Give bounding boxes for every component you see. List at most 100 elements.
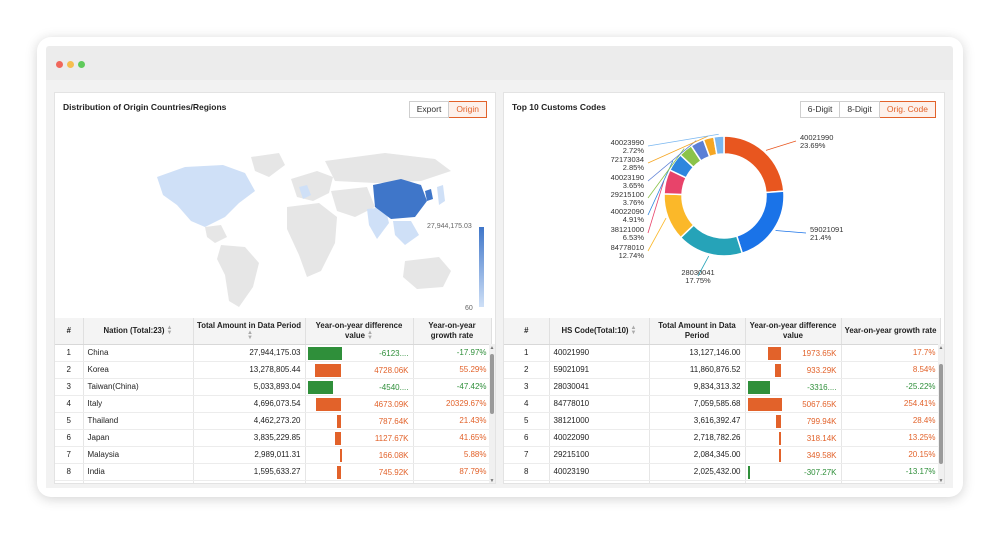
nation-cell: Thailand — [83, 412, 194, 430]
table-row[interactable]: 6 Japan 3,835,229.85 1127.67K 41.65% — [55, 429, 492, 447]
scroll-down-icon[interactable]: ▼ — [938, 478, 944, 484]
map-middle-east[interactable] — [331, 187, 375, 217]
col-total-amount[interactable]: Total Amount in Data Period — [649, 318, 746, 345]
yoy-growth-cell: 28.4% — [841, 412, 941, 430]
yoy-growth-cell: 17.7% — [841, 344, 941, 362]
legend-max-label: 27,944,175.03 — [427, 223, 472, 230]
row-index: 6 — [504, 429, 550, 447]
difference-bar — [337, 465, 342, 479]
donut-slice-40021990[interactable] — [723, 135, 785, 194]
hs-code-cell: 38121000 — [549, 412, 650, 430]
map-india[interactable] — [367, 207, 389, 239]
minimize-dot[interactable] — [67, 61, 74, 68]
difference-bar — [315, 363, 342, 377]
difference-value: 745.92K — [378, 467, 409, 477]
table-row[interactable]: 9United States1,420,127.59-435.13K-23.45… — [55, 480, 492, 483]
scrollbar-thumb[interactable] — [939, 364, 943, 464]
table-row[interactable]: 2 59021091 11,860,876.52 933.29K 8.54% — [504, 361, 941, 379]
scroll-down-icon[interactable]: ▼ — [489, 478, 495, 484]
table-row[interactable]: 8 India 1,595,633.27 745.92K 87.79% — [55, 463, 492, 481]
export-button[interactable]: Export — [408, 101, 450, 118]
col-nation[interactable]: Nation (Total:23) ▲ ▼ — [83, 318, 194, 345]
yoy-difference-cell: 799.94K — [745, 412, 842, 430]
nation-cell: Malaysia — [83, 446, 194, 464]
row-index: 4 — [504, 395, 550, 413]
origin-button-group: Export Origin — [408, 101, 487, 118]
legend-gradient-bar[interactable] — [479, 227, 484, 307]
yoy-difference-cell: -307.27K — [745, 463, 842, 481]
map-australia[interactable] — [403, 257, 451, 289]
map-southeast-asia[interactable] — [393, 221, 419, 245]
donut-slice-59021091[interactable] — [735, 190, 785, 255]
total-amount-cell: 4,696,073.54 — [193, 395, 306, 413]
col-yoy-difference[interactable]: Year-on-year difference value ▲ ▼ — [305, 318, 414, 345]
map-europe[interactable] — [291, 171, 333, 201]
map-central-america[interactable] — [205, 225, 227, 243]
difference-value: -3316.... — [807, 382, 837, 392]
map-japan[interactable] — [437, 185, 445, 205]
yoy-difference-cell: 318.14K — [745, 429, 842, 447]
total-amount-cell: 27,944,175.03 — [193, 344, 306, 362]
table-row[interactable]: 3 28030041 9,834,313.32 -3316.... -25.22% — [504, 378, 941, 396]
maximize-dot[interactable] — [78, 61, 85, 68]
sort-icon[interactable]: ▲ ▼ — [247, 329, 253, 341]
donut-slice-40023990[interactable] — [712, 135, 725, 156]
scrollbar-thumb[interactable] — [490, 354, 494, 414]
table-row[interactable]: 1 40021990 13,127,146.00 1973.65K 17.7% — [504, 344, 941, 362]
difference-bar — [307, 482, 310, 483]
customs-table-scrollbar[interactable]: ▲ ▼ — [938, 344, 944, 484]
yoy-difference-cell: 4673.09K — [305, 395, 414, 413]
label-leader-line — [765, 140, 797, 151]
map-north-america[interactable] — [157, 165, 255, 227]
col-total-amount[interactable]: Total Amount in Data Period▲ ▼ — [193, 318, 306, 345]
difference-value: 4673.09K — [374, 399, 409, 409]
origin-table-body: 1 China 27,944,175.03 -6123.... -17.97% 2 Kore… — [55, 344, 492, 483]
table-row[interactable]: 5 Thailand 4,462,273.20 787.64K 21.43% — [55, 412, 492, 430]
hs-code-cell: 29215100 — [549, 446, 650, 464]
scroll-up-icon[interactable]: ▲ — [938, 345, 944, 351]
table-row[interactable]: 3 Taiwan(China) 5,033,893.04 -4540.... -47.4… — [55, 378, 492, 396]
yoy-growth-cell: -13.17% — [841, 463, 941, 481]
table-row[interactable]: 4 84778010 7,059,585.68 5067.65K 254.41% — [504, 395, 941, 413]
sort-icon[interactable]: ▲ ▼ — [166, 324, 173, 336]
col-yoy-growth[interactable]: Year-on-year growth rate — [841, 318, 941, 345]
origin-button[interactable]: Origin — [449, 101, 487, 118]
map-greenland[interactable] — [251, 153, 285, 177]
row-index: 5 — [504, 412, 550, 430]
map-china[interactable] — [373, 179, 427, 219]
six-digit-button[interactable]: 6-Digit — [799, 101, 841, 118]
origin-table-scrollbar[interactable]: ▲ ▼ — [489, 344, 495, 484]
yoy-difference-cell: 349.58K — [745, 446, 842, 464]
map-korea[interactable] — [425, 189, 433, 201]
table-row[interactable]: 4 Italy 4,696,073.54 4673.09K 20329.67% — [55, 395, 492, 413]
eight-digit-button[interactable]: 8-Digit — [840, 101, 880, 118]
table-row[interactable]: 1 China 27,944,175.03 -6123.... -17.97% — [55, 344, 492, 362]
hs-code-cell: 40022090 — [549, 429, 650, 447]
world-map[interactable] — [55, 121, 496, 321]
table-row[interactable]: 8 40023190 2,025,432.00 -307.27K -13.17% — [504, 463, 941, 481]
map-africa[interactable] — [287, 203, 337, 277]
yoy-growth-cell: -47.42% — [413, 378, 492, 396]
orig-code-button[interactable]: Orig. Code — [879, 101, 936, 118]
map-italy[interactable] — [299, 185, 311, 199]
row-index: 3 — [504, 378, 550, 396]
sort-icon[interactable]: ▲ ▼ — [367, 329, 373, 341]
col-hs-code[interactable]: HS Code(Total:10) ▲ ▼ — [549, 318, 650, 345]
col-yoy-difference[interactable]: Year-on-year difference value — [745, 318, 842, 345]
table-row[interactable]: 9721730341,577,894.81532.11K50.88% — [504, 480, 941, 483]
table-row[interactable]: 7 Malaysia 2,989,011.31 166.08K 5.88% — [55, 446, 492, 464]
total-amount-cell: 7,059,585.68 — [649, 395, 746, 413]
table-row[interactable]: 2 Korea 13,278,805.44 4728.06K 55.29% — [55, 361, 492, 379]
difference-value: 933.29K — [806, 365, 837, 375]
col-yoy-growth[interactable]: Year-on-year growth rate — [413, 318, 492, 345]
close-dot[interactable] — [56, 61, 63, 68]
total-amount-cell: 9,834,313.32 — [649, 378, 746, 396]
table-row[interactable]: 6 40022090 2,718,782.26 318.14K 13.25% — [504, 429, 941, 447]
table-row[interactable]: 5 38121000 3,616,392.47 799.94K 28.4% — [504, 412, 941, 430]
sort-icon[interactable]: ▲ ▼ — [630, 324, 637, 336]
map-south-america[interactable] — [217, 245, 259, 307]
scroll-up-icon[interactable]: ▲ — [489, 345, 495, 351]
map-russia[interactable] — [325, 153, 451, 183]
table-row[interactable]: 7 29215100 2,084,345.00 349.58K 20.15% — [504, 446, 941, 464]
